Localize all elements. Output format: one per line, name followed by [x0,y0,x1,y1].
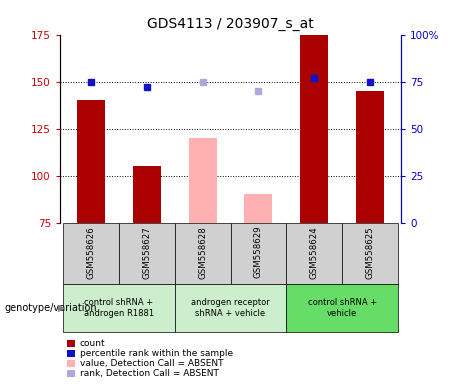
Text: GSM558627: GSM558627 [142,226,151,278]
Text: GSM558626: GSM558626 [86,226,95,278]
Bar [175,284,286,332]
Text: genotype/variation: genotype/variation [5,303,97,313]
Text: GSM558629: GSM558629 [254,226,263,278]
Bar [77,101,105,223]
Bar [244,194,272,223]
Text: value, Detection Call = ABSENT: value, Detection Call = ABSENT [80,359,223,368]
Bar [63,284,175,332]
Bar [286,284,398,332]
Bar [118,223,175,284]
Bar [286,223,343,284]
Text: GSM558628: GSM558628 [198,226,207,278]
Text: ▶: ▶ [58,303,65,313]
Bar [343,223,398,284]
Bar [63,223,118,284]
Bar [133,166,160,223]
Text: control shRNA +
androgen R1881: control shRNA + androgen R1881 [83,298,154,318]
Text: GSM558625: GSM558625 [366,226,375,278]
Bar [230,223,286,284]
Text: androgen receptor
shRNA + vehicle: androgen receptor shRNA + vehicle [191,298,270,318]
Bar [175,223,230,284]
Text: control shRNA +
vehicle: control shRNA + vehicle [308,298,377,318]
Bar [356,91,384,223]
Bar [301,35,328,223]
Bar [189,138,217,223]
Text: percentile rank within the sample: percentile rank within the sample [80,349,233,358]
Text: GSM558624: GSM558624 [310,226,319,278]
Text: count: count [80,339,106,348]
Text: rank, Detection Call = ABSENT: rank, Detection Call = ABSENT [80,369,219,378]
Title: GDS4113 / 203907_s_at: GDS4113 / 203907_s_at [147,17,314,31]
